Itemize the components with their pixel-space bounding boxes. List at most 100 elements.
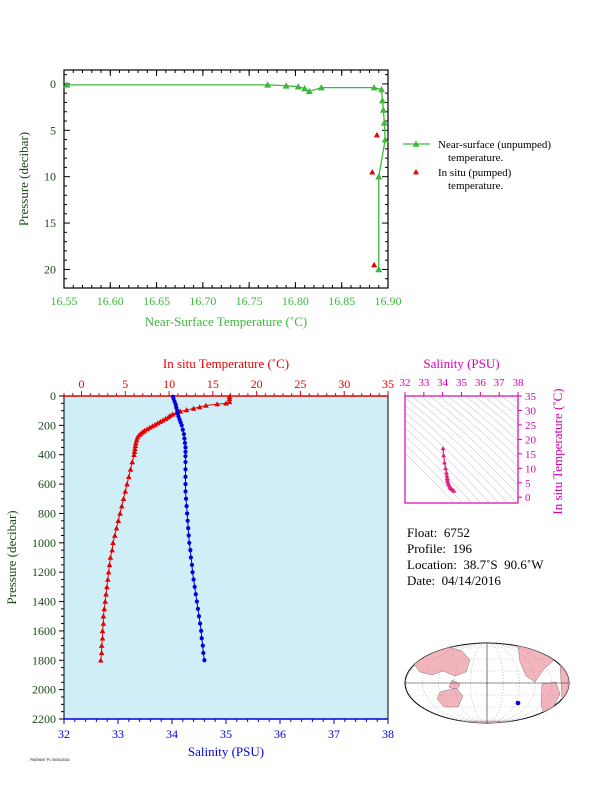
ts-marker <box>443 465 448 471</box>
x-axis-label: Near-Surface Temperature (˚C) <box>145 314 307 329</box>
salinity-marker <box>186 526 191 531</box>
temperature-marker <box>103 591 109 597</box>
temperature-marker <box>223 400 229 406</box>
near-surface-chart: 0 5 10 15 20 16.55 16.60 16.65 16.70 16.75 16.80 16… <box>16 69 551 329</box>
ts-y-tick-label: 30 <box>525 405 537 417</box>
x-tick-label: 16.65 <box>143 294 170 308</box>
density-contour <box>456 396 518 450</box>
salinity-marker <box>202 658 207 663</box>
salinity-tick-label: 36 <box>274 727 286 741</box>
near-surface-marker <box>301 85 309 92</box>
y-tick-label: 10 <box>44 170 56 184</box>
density-contour <box>405 427 482 503</box>
salinity-marker <box>192 584 197 589</box>
temperature-marker <box>115 517 122 524</box>
salinity-marker <box>183 481 188 487</box>
salinity-marker <box>186 533 191 538</box>
temperature-marker <box>117 510 123 516</box>
x-tick-label: 16.90 <box>375 294 402 308</box>
salinity-marker <box>183 445 188 450</box>
profile-plot-area <box>63 395 389 720</box>
salinity-marker <box>183 454 188 459</box>
salinity-marker <box>183 489 188 494</box>
salinity-marker <box>188 555 193 560</box>
temperature-marker <box>97 657 104 663</box>
ts-y-tick-label: 20 <box>525 434 537 446</box>
y-tick-label: 15 <box>44 216 56 230</box>
salinity-marker <box>199 628 204 634</box>
pressure-tick-label: 200 <box>38 418 56 432</box>
temp-axis-label: In situ Temperature (˚C) <box>163 356 289 371</box>
ts-x-tick-label: 33 <box>418 377 430 389</box>
salinity-marker <box>195 606 201 611</box>
density-contour <box>405 444 464 503</box>
salinity-tick-label: 37 <box>328 727 340 741</box>
temperature-marker <box>110 540 116 546</box>
legend-label-near-surface: Near-surface (unpumped) <box>438 139 551 151</box>
x-tick-label: 16.75 <box>236 294 263 308</box>
ts-x-tick-label: 36 <box>475 377 487 389</box>
ts-y-tick-label: 0 <box>525 492 531 504</box>
pressure-tick-label: 2000 <box>32 683 56 697</box>
in-situ-marker <box>371 261 378 268</box>
in-situ-marker <box>373 131 380 138</box>
salinity-marker <box>183 459 188 465</box>
density-contour <box>405 419 491 503</box>
pressure-tick-label: 600 <box>38 477 56 491</box>
landmass-australia <box>436 687 464 708</box>
plot-frame <box>63 69 389 289</box>
ts-marker <box>451 488 457 493</box>
salinity-marker <box>182 440 188 446</box>
salinity-marker <box>189 562 195 567</box>
density-contour <box>501 396 518 410</box>
temperature-marker <box>101 606 108 612</box>
density-contour <box>405 397 518 503</box>
x-tick-label: 16.80 <box>282 294 309 308</box>
salinity-marker <box>196 614 202 619</box>
temperature-marker <box>133 440 139 446</box>
pressure-tick-label: 1800 <box>32 653 56 667</box>
temperature-marker <box>132 446 138 452</box>
salinity-marker <box>183 467 188 472</box>
ts-y-tick-label: 35 <box>525 391 537 403</box>
salinity-marker <box>184 504 189 509</box>
near-surface-marker <box>379 106 387 113</box>
salinity-marker <box>180 427 185 432</box>
ts-x-tick-label: 32 <box>400 377 411 389</box>
ts-marker <box>444 473 450 478</box>
ts-y-tick-label: 25 <box>525 420 537 432</box>
temp-tick-label: 30 <box>338 377 350 391</box>
salinity-marker <box>190 570 195 575</box>
salinity-marker <box>183 449 188 454</box>
temperature-marker <box>113 525 120 531</box>
salinity-marker <box>194 599 199 604</box>
profile-number: Profile: 196 <box>407 541 472 556</box>
temperature-marker <box>133 437 140 443</box>
temperature-marker <box>102 598 108 604</box>
ts-x-tick-label: 37 <box>494 377 506 389</box>
salinity-marker <box>181 432 186 437</box>
near-surface-marker <box>282 82 290 89</box>
ts-frame <box>404 395 519 504</box>
temperature-marker <box>104 584 110 590</box>
salinity-marker <box>182 436 187 441</box>
ts-x-tick-label: 38 <box>513 377 525 389</box>
salinity-marker <box>185 511 190 516</box>
salinity-axis-label: Salinity (PSU) <box>188 744 264 759</box>
ts-x-tick-label: 34 <box>437 377 449 389</box>
temperature-marker <box>122 488 129 494</box>
float-info: Float: 6752 Profile: 196 Location: 38.7˚… <box>407 525 543 589</box>
temperature-marker <box>132 443 139 449</box>
footer-note: FWD9697 P1 05/03/2016 <box>30 758 70 762</box>
salinity-marker <box>179 423 184 428</box>
float-location-marker <box>515 700 521 706</box>
temperature-marker <box>109 547 115 553</box>
world-map <box>404 642 570 724</box>
pressure-tick-label: 1200 <box>32 565 56 579</box>
ts-y-tick-label: 10 <box>525 463 537 475</box>
temp-tick-label: 15 <box>207 377 219 391</box>
legend-label-near-surface-2: temperature. <box>448 152 504 164</box>
profile-chart: 0 5 10 15 20 25 30 35 In situ Temperature (˚C) 32… <box>4 356 394 759</box>
density-contour <box>438 396 518 468</box>
near-surface-marker <box>378 85 386 93</box>
